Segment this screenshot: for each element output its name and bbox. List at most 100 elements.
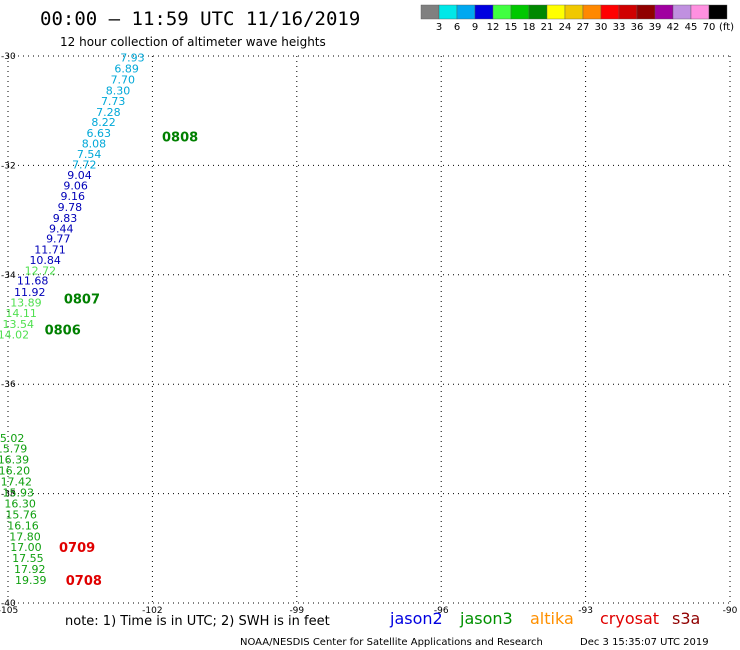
scale-label: 70 (703, 22, 716, 33)
plot-area: -105-102-99-96-93-90 -30-32-34-36-38-40 … (0, 52, 738, 616)
scale-unit-label: (ft) (719, 22, 734, 33)
wave-height-value: 9.04 (67, 169, 92, 182)
wave-height-value: 9.06 (63, 180, 88, 193)
credit-text: NOAA/NESDIS Center for Satellite Applica… (240, 637, 543, 648)
wave-height-value: 11.68 (17, 274, 49, 287)
scale-swatch (600, 4, 620, 20)
scale-swatch (420, 4, 440, 20)
satellite-label-jason2: jason2 (389, 609, 443, 628)
scale-label: 30 (595, 22, 608, 33)
wave-height-value: 10.84 (29, 254, 61, 267)
x-tick-label: -90 (723, 606, 738, 616)
x-tick-label: -99 (289, 606, 304, 616)
wave-height-value: 13.54 (2, 318, 34, 331)
scale-label: 39 (649, 22, 662, 33)
wave-height-value: 9.77 (46, 233, 71, 246)
wave-height-value: 12.72 (25, 264, 57, 277)
wave-height-value: 9.78 (58, 201, 83, 214)
scale-label: 33 (613, 22, 626, 33)
x-tick-label: -102 (142, 606, 162, 616)
y-tick-label: -32 (1, 161, 16, 171)
scale-swatch (690, 4, 710, 20)
wave-height-value: 7.70 (111, 74, 136, 87)
satellite-label-s3a: s3a (672, 609, 700, 628)
map-subtitle: 12 hour collection of altimeter wave hei… (60, 35, 326, 49)
wave-height-value: 17.92 (14, 563, 46, 576)
wave-height-value: 13.89 (10, 297, 42, 310)
scale-swatch (636, 4, 656, 20)
map-title: 00:00 – 11:59 UTC 11/16/2019 (40, 8, 360, 30)
satellite-label-altika: altika (530, 609, 574, 628)
wave-height-values: 7.936.897.708.307.737.288.226.638.087.54… (0, 52, 145, 587)
scale-label: 45 (685, 22, 698, 33)
wave-height-value: 17.80 (9, 530, 41, 543)
color-scale-legend: 3 6 9 12 15 18 21 24 27 30 33 36 39 42 45 70 (ft) (420, 4, 734, 33)
scale-swatch (582, 4, 602, 20)
satellite-label-cryosat: cryosat (600, 609, 659, 628)
wave-height-value: 8.08 (82, 138, 107, 151)
wave-height-value: 16.39 (0, 454, 29, 467)
pass-time-label: 0807 (64, 292, 100, 307)
scale-swatch (492, 4, 512, 20)
scale-swatch (618, 4, 638, 20)
scale-label: 36 (631, 22, 644, 33)
scale-swatch (438, 4, 458, 20)
wave-height-value: 9.83 (53, 212, 78, 225)
y-tick-label: -40 (1, 599, 16, 609)
wave-height-value: 19.39 (15, 574, 47, 587)
x-tick-label: -93 (578, 606, 593, 616)
scale-label: 3 (436, 22, 442, 33)
scale-label: 24 (559, 22, 572, 33)
wave-height-value: 6.63 (87, 127, 112, 140)
scale-swatch (456, 4, 476, 20)
scale-swatch (654, 4, 674, 20)
grid-lines (7, 55, 731, 604)
wave-height-value: 8.22 (91, 116, 116, 129)
scale-label: 15 (505, 22, 518, 33)
y-axis-tick-labels: -30 -32 -34 -36 -38 -40 (1, 52, 16, 609)
generated-timestamp: Dec 3 15:35:07 UTC 2019 (580, 637, 709, 648)
footer-note: note: 1) Time is in UTC; 2) SWH is in fe… (65, 614, 330, 629)
wave-height-value: 16.30 (4, 497, 36, 510)
pass-time-labels: 0808 0807 0806 0709 0708 (45, 130, 199, 589)
scale-label: 6 (454, 22, 460, 33)
satellite-label-jason3: jason3 (459, 609, 513, 628)
wave-height-value: 7.54 (77, 148, 102, 161)
wave-height-value: 15.79 (0, 443, 27, 456)
scale-label: 9 (472, 22, 478, 33)
x-tick-label: -105 (0, 606, 18, 616)
y-tick-label: -38 (1, 490, 16, 500)
wave-height-value: 15.76 (5, 508, 37, 521)
scale-swatch (528, 4, 548, 20)
wave-height-value: 15.93 (2, 487, 34, 500)
y-tick-label: -34 (1, 271, 16, 281)
wave-height-value: 7.93 (120, 52, 145, 65)
scale-swatch (564, 4, 584, 20)
scale-swatch (672, 4, 692, 20)
x-tick-label: -96 (434, 606, 449, 616)
wave-height-value: 17.00 (10, 541, 42, 554)
satellite-legend: jason2 jason3 altika cryosat s3a (389, 609, 700, 628)
pass-time-label: 0806 (45, 324, 81, 339)
scale-swatch (510, 4, 530, 20)
scale-swatch (708, 4, 728, 20)
wave-height-value: 11.71 (34, 244, 66, 257)
scale-label: 21 (541, 22, 554, 33)
scale-swatch (546, 4, 566, 20)
wave-height-value: 17.42 (1, 476, 33, 489)
pass-time-label: 0708 (66, 574, 102, 589)
wave-height-value: 9.44 (49, 222, 74, 235)
wave-height-value: 6.89 (114, 63, 139, 76)
wave-height-value: 9.16 (61, 190, 86, 203)
wave-height-value: 8.30 (106, 84, 131, 97)
wave-height-value: 11.92 (14, 286, 46, 299)
wave-height-value: 14.11 (5, 307, 37, 320)
y-tick-label: -36 (1, 380, 16, 390)
wave-height-value: 15.02 (0, 432, 24, 445)
x-axis-tick-labels: -105 -102 -99 -96 -93 -90 (0, 606, 738, 616)
scale-label: 42 (667, 22, 680, 33)
wave-height-value: 7.72 (72, 158, 97, 171)
wave-height-value: 7.73 (101, 95, 126, 108)
pass-time-label: 0709 (59, 541, 95, 556)
pass-time-label: 0808 (162, 130, 198, 145)
